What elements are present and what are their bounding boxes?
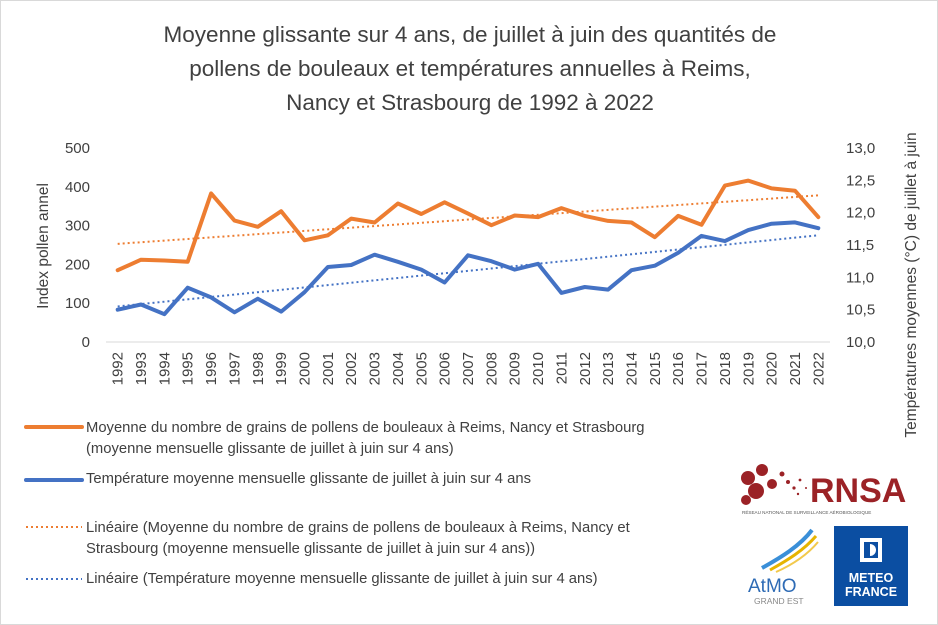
x-tick-label: 2022 (810, 352, 827, 385)
chart-title: Moyenne glissante sur 4 ans, de juillet … (60, 18, 880, 120)
legend-swatch-temperature (24, 478, 84, 482)
legend-label-pollen: Moyenne du nombre de grains de pollens d… (86, 420, 645, 457)
svg-text:RNSA: RNSA (810, 472, 906, 510)
x-tick-label: 2019 (740, 352, 757, 385)
x-tick-label: 2004 (390, 352, 407, 385)
x-tick-label: 2012 (577, 352, 594, 385)
trendline (117, 194, 819, 245)
legend-label-pollen-trend: Linéaire (Moyenne du nombre de grains de… (86, 520, 630, 557)
x-tick-label: 2017 (694, 352, 711, 385)
rnsa-logo: RNSA RÉSEAU NATIONAL DE SURVEILLANCE AÉR… (741, 464, 906, 515)
x-tick-label: 1998 (250, 352, 267, 385)
x-axis-ticks: 1992 1993 1994 1995 1996 1997 1998 1999 2000 2001… (110, 352, 828, 385)
left-tick-label: 0 (82, 334, 90, 351)
right-axis-ticks: 10,0 10,5 11,0 11,5 12,0 12,5 13,0 (846, 140, 875, 351)
svg-text:AtMO: AtMO (748, 576, 797, 597)
right-tick-label: 12,0 (846, 205, 875, 222)
trendlines (117, 194, 819, 308)
x-tick-label: 2006 (437, 352, 454, 385)
series-lines (115, 178, 821, 317)
x-tick-label: 2013 (600, 352, 617, 385)
svg-text:GRAND EST: GRAND EST (754, 596, 804, 606)
left-tick-label: 100 (65, 295, 90, 312)
legend-label-temperature-trend: Linéaire (Température moyenne mensuelle … (86, 571, 598, 587)
trendline (117, 234, 819, 308)
left-tick-label: 500 (65, 140, 90, 157)
right-tick-label: 10,0 (846, 334, 875, 351)
chart-title-line-2: pollens de bouleaux et températures annu… (189, 56, 751, 81)
series-line (115, 178, 821, 273)
left-tick-label: 300 (65, 218, 90, 235)
x-tick-label: 2009 (507, 352, 524, 385)
x-tick-label: 1997 (226, 352, 243, 385)
x-tick-label: 1993 (133, 352, 150, 385)
legend-swatch-pollen (24, 425, 84, 429)
svg-text:METEO: METEO (849, 571, 894, 585)
chart-title-line-1: Moyenne glissante sur 4 ans, de juillet … (163, 22, 777, 47)
right-tick-label: 10,5 (846, 302, 875, 319)
series-line (115, 220, 821, 317)
right-tick-label: 11,0 (846, 269, 874, 286)
x-tick-label: 2014 (623, 352, 640, 385)
y2-axis-title: Températures moyennes (°C) de juillet à … (903, 132, 920, 437)
right-tick-label: 13,0 (846, 140, 875, 157)
x-tick-label: 2021 (787, 352, 804, 385)
y-axis-title: Index pollen annel (35, 183, 52, 309)
left-tick-label: 200 (65, 256, 90, 273)
x-tick-label: 2000 (297, 352, 314, 385)
svg-text:FRANCE: FRANCE (845, 585, 897, 599)
legend-label-temperature: Température moyenne mensuelle glissante … (86, 471, 531, 487)
legend-swatch-temperature-trend (26, 578, 82, 580)
x-tick-label: 2010 (530, 352, 547, 385)
x-tick-label: 1995 (180, 352, 197, 385)
x-tick-label: 2003 (367, 352, 384, 385)
x-tick-label: 1992 (110, 352, 127, 385)
x-tick-label: 2020 (764, 352, 781, 385)
x-tick-label: 2005 (413, 352, 430, 385)
x-tick-label: 2018 (717, 352, 734, 385)
left-axis-ticks: 0 100 200 300 400 500 (65, 140, 90, 351)
x-tick-label: 1994 (156, 352, 173, 385)
x-tick-label: 2016 (670, 352, 687, 385)
x-tick-label: 2011 (553, 352, 570, 384)
meteo-france-logo: METEO FRANCE (834, 526, 908, 606)
right-tick-label: 12,5 (846, 172, 875, 189)
atmo-logo: AtMO GRAND EST (748, 528, 819, 606)
x-tick-label: 2008 (483, 352, 500, 385)
x-tick-label: 1996 (203, 352, 220, 385)
right-tick-label: 11,5 (846, 237, 874, 254)
x-tick-label: 2007 (460, 352, 477, 385)
left-tick-label: 400 (65, 179, 90, 196)
legend-swatch-pollen-trend (26, 526, 82, 528)
x-tick-label: 1999 (273, 352, 290, 385)
x-tick-label: 2001 (320, 352, 337, 385)
x-tick-label: 2015 (647, 352, 664, 385)
x-tick-label: 2002 (343, 352, 360, 385)
chart-title-line-3: Nancy et Strasbourg de 1992 à 2022 (286, 90, 654, 115)
svg-text:RÉSEAU NATIONAL DE SURVEILLANC: RÉSEAU NATIONAL DE SURVEILLANCE AÉROBIOL… (742, 509, 871, 515)
